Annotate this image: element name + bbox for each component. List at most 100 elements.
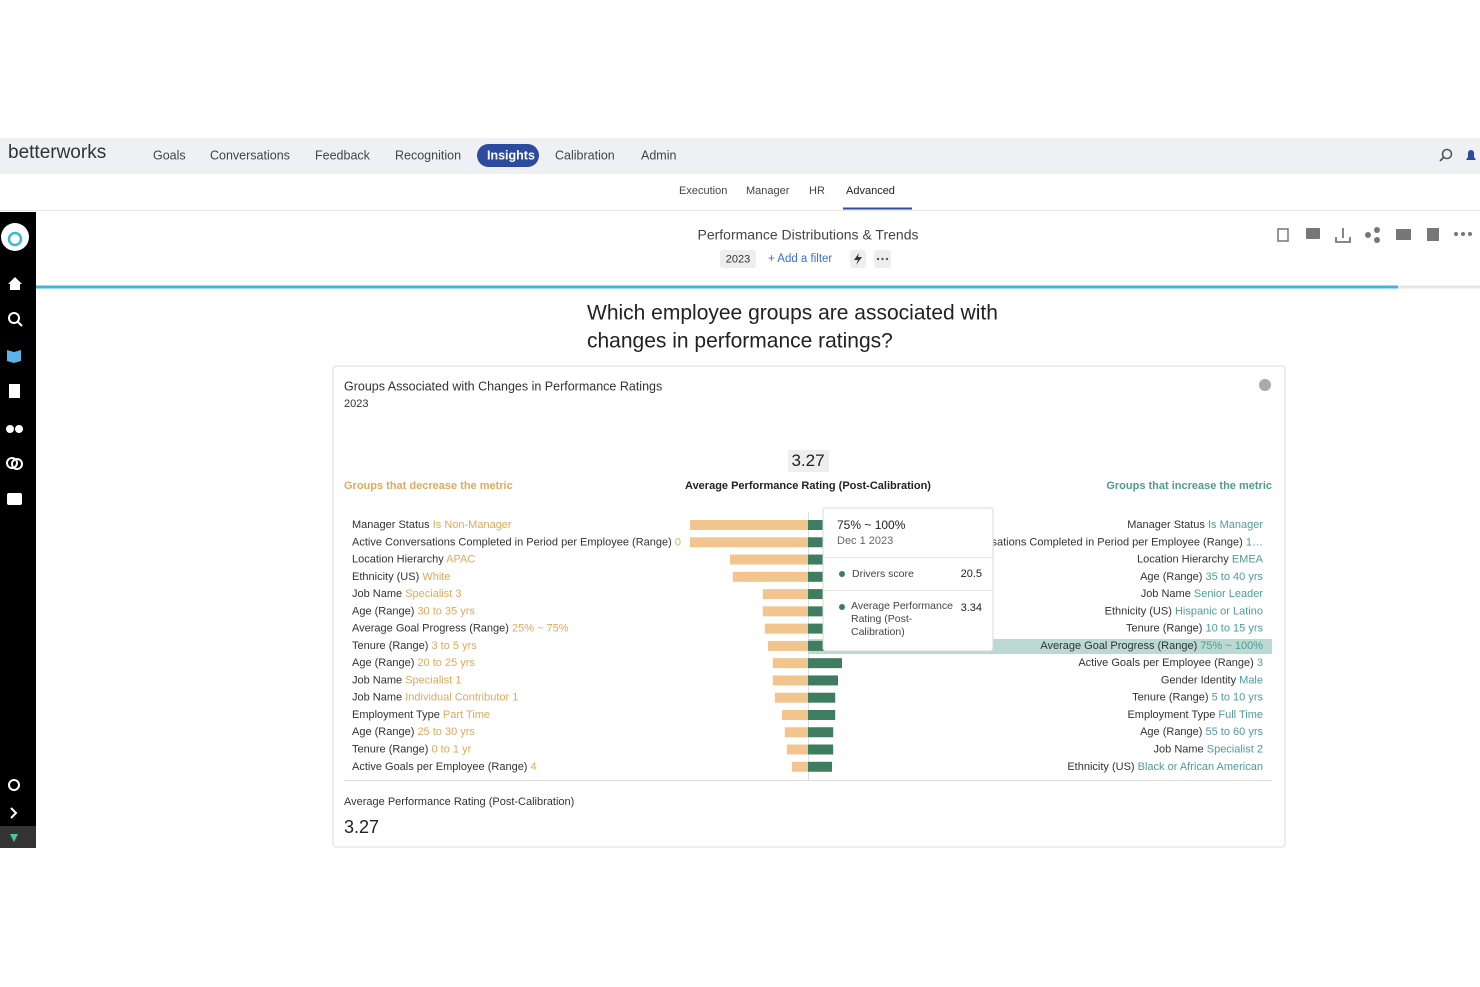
document-icon[interactable] [9,384,20,398]
increase-group: Ethnicity (US) Hispanic or Latino [1105,605,1263,617]
bell-icon[interactable] [1466,150,1476,160]
search-icon[interactable] [8,312,23,327]
logo[interactable]: betterworks [8,142,106,163]
left-heading: Groups that decrease the metric [344,480,513,492]
nav-tab[interactable]: Conversations [210,148,290,162]
home-icon[interactable] [8,277,22,290]
nav-tab[interactable]: Goals [153,148,186,162]
group-name: Ethnicity (US) [352,571,419,583]
nav-tab[interactable]: Recognition [395,148,461,162]
add-filter[interactable]: + Add a filter [768,253,832,265]
explore-icon[interactable] [6,425,23,433]
group-name: Age (Range) [352,657,414,669]
decrease-bar [730,554,808,565]
group-value: APAC [446,553,475,565]
tool-icon[interactable] [1427,228,1439,241]
decrease-bar [690,537,808,548]
group-value: Is Manager [1208,519,1263,531]
sidebar [0,212,36,848]
sub-tab[interactable]: Advanced [846,185,895,197]
group-value: 1… [1246,536,1263,548]
group-value: 55 to 60 yrs [1206,726,1264,738]
increase-group: Tenure (Range) 10 to 15 yrs [1126,623,1263,635]
nav-tab[interactable]: Insights [487,148,535,162]
brand-icon[interactable] [1,223,29,251]
tool-icon[interactable] [1396,229,1411,240]
tooltip-label: Drivers score [852,568,914,580]
search-icon[interactable] [1439,148,1453,162]
increase-bar [808,761,832,772]
nav-bar [0,138,1480,174]
increase-group: Employment Type Full Time [1127,709,1263,721]
group-value: Hispanic or Latino [1175,605,1263,617]
sub-tab[interactable]: HR [809,185,825,197]
group-value: Full Time [1218,709,1263,721]
sub-tab[interactable]: Manager [746,185,790,197]
group-name: Manager Status [352,519,430,531]
question-line: Which employee groups are associated wit… [587,302,998,325]
group-name: Age (Range) [1140,726,1202,738]
group-name: Active Goals per Employee (Range) [1078,657,1253,669]
collections-icon[interactable] [6,457,23,470]
increase-bar [808,675,838,686]
profile-icon[interactable] [8,779,20,791]
tool-icon[interactable] [1335,228,1351,243]
tool-icon[interactable] [1306,228,1320,239]
nav-tab[interactable]: Feedback [315,148,371,162]
tooltip-title: 75% ~ 100% [837,518,906,532]
group-name: Active Conversations Completed in Period… [352,536,672,548]
increase-group: Gender Identity Male [1161,674,1263,686]
group-name: Gender Identity [1161,674,1237,686]
nav-tab[interactable]: Admin [641,148,676,162]
group-name: Active Goals per Employee (Range) [352,761,527,773]
question-line: changes in performance ratings? [587,330,893,353]
group-value: 20 to 25 yrs [417,657,475,669]
nav-tabs: Goals Conversations Feedback Recognition Ins… [153,144,676,167]
footer-label: Average Performance Rating (Post-Calibra… [344,796,574,808]
decrease-bar [782,709,808,720]
group-value: EMEA [1232,553,1264,565]
increase-bar [808,744,834,755]
decrease-group: Tenure (Range) 0 to 1 yr [352,743,472,755]
decrease-bar [772,675,808,686]
increase-group: Tenure (Range) 5 to 10 yrs [1132,692,1263,704]
active-tab-pill [477,144,539,167]
group-value: 35 to 40 yrs [1206,571,1264,583]
increase-bar [808,727,834,738]
group-value: Individual Contributor 1 [405,692,518,704]
decrease-bar [690,520,808,530]
group-value: Black or African American [1138,761,1263,773]
group-name: Employment Type [1127,709,1215,721]
tool-icon[interactable] [1365,227,1380,243]
decrease-bar [768,640,808,651]
center-heading: Average Performance Rating (Post-Calibra… [685,480,931,492]
brand-mark [10,834,18,842]
decrease-bar [762,589,808,600]
help-icon[interactable] [1259,379,1271,391]
increase-group: Job Name Senior Leader [1141,588,1264,600]
footer-value: 3.27 [344,817,379,837]
library-icon[interactable] [7,350,21,363]
camera-icon[interactable] [7,493,22,505]
tool-icon[interactable] [1277,228,1289,242]
nav-tab[interactable]: Calibration [555,148,615,162]
right-heading: Groups that increase the metric [1106,480,1272,492]
sub-tab[interactable]: Execution [679,185,727,197]
group-value: Specialist 1 [405,674,461,686]
filter-chip[interactable] [720,250,756,268]
decrease-group: Job Name Individual Contributor 1 [352,692,518,704]
group-name: Job Name [352,692,402,704]
group-name: Tenure (Range) [1132,692,1208,704]
expand-icon[interactable] [10,807,18,819]
group-name: Tenure (Range) [352,743,428,755]
group-name: Job Name [352,674,402,686]
tool-icon[interactable] [1454,232,1472,236]
metric-box [788,450,829,472]
decrease-group: Active Conversations Completed in Period… [352,536,681,548]
decrease-group: Manager Status Is Non-Manager [352,519,512,531]
tooltip-label: Average Performance Rating (Post-Calibra… [851,600,953,638]
group-name: Job Name [352,588,402,600]
increase-group: Location Hierarchy EMEA [1137,553,1264,565]
